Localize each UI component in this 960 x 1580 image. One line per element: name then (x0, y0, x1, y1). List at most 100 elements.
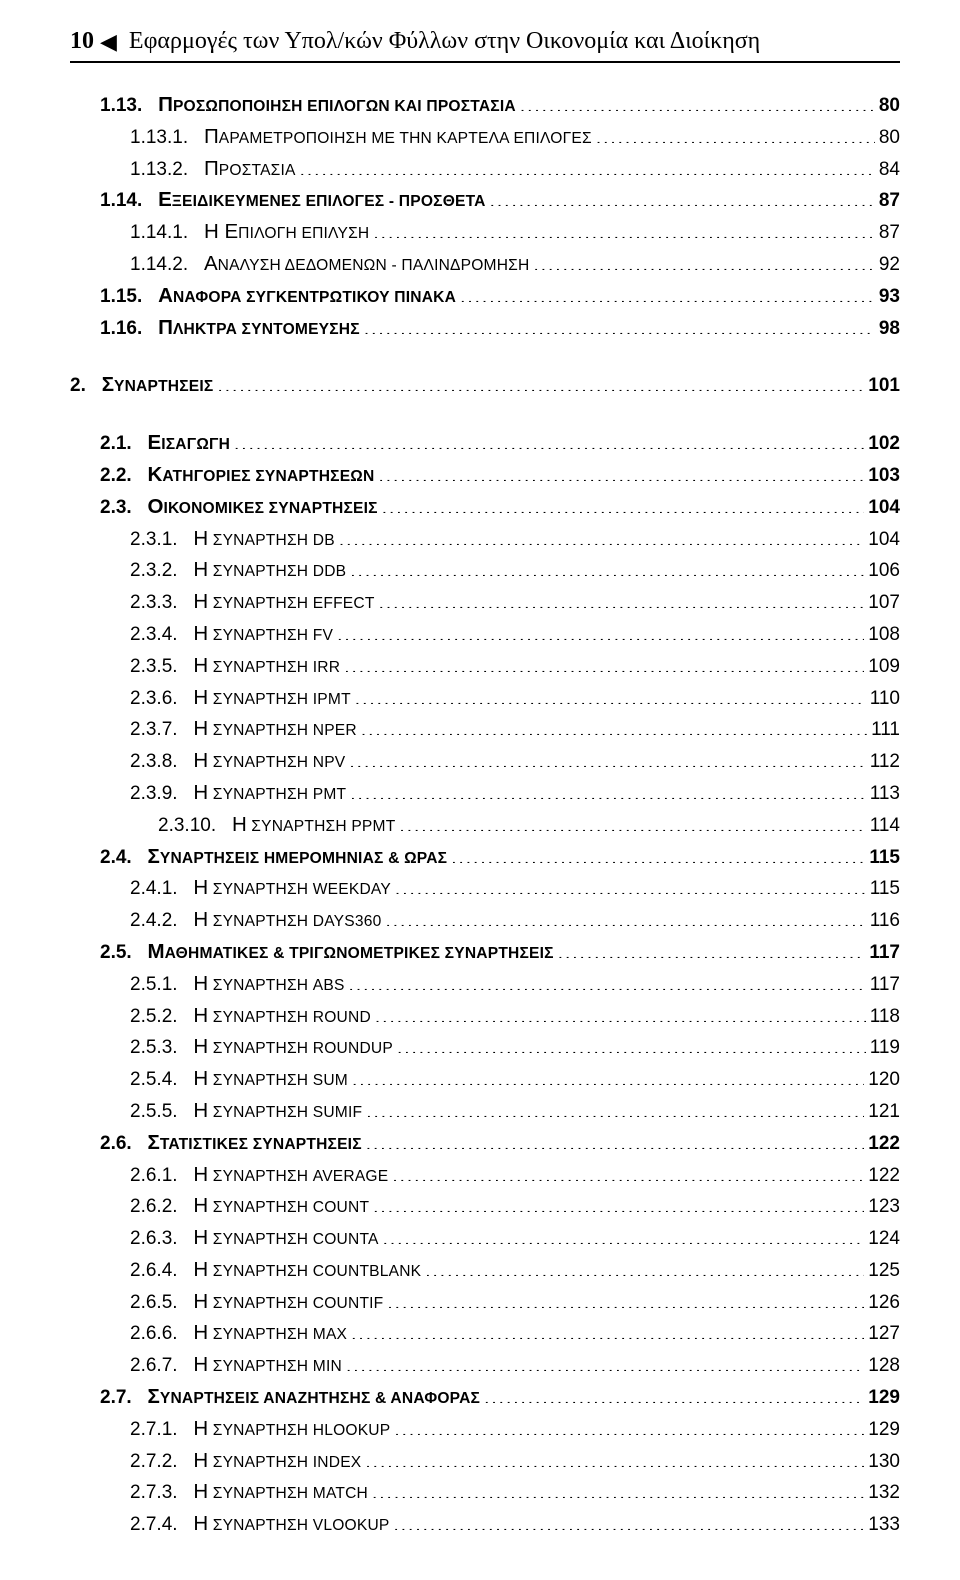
toc-leader-dots (394, 1416, 864, 1435)
toc-entry-number: 2.3.3. (130, 592, 178, 613)
toc-entry-title: ΣΥΝΑΡΤΗΣΗ NPV (208, 754, 345, 771)
toc-entry-title: ΣΥΝΑΡΤΗΣΗ ABS (208, 977, 344, 994)
toc-row: 2.6.2. Η ΣΥΝΑΡΤΗΣΗ COUNT123 (70, 1190, 900, 1222)
toc-entry-page: 110 (870, 684, 900, 713)
toc-entry-page: 98 (879, 314, 900, 343)
toc-leader-dots (337, 621, 864, 640)
toc-entry-initial: Η (193, 1449, 208, 1472)
toc-leader-dots (425, 1257, 864, 1276)
toc-leader-dots (451, 844, 865, 863)
toc-row: 2.5.5. Η ΣΥΝΑΡΤΗΣΗ SUMIF121 (70, 1095, 900, 1127)
toc-entry-initial: Η (193, 972, 208, 995)
toc-entry-initial: Η (193, 908, 208, 931)
toc-entry-page: 119 (870, 1033, 900, 1062)
toc-entry-label: 2.5.5. Η ΣΥΝΑΡΤΗΣΗ SUMIF (130, 1095, 362, 1127)
toc-entry-title: ΣΥΝΑΡΤΗΣΗ COUNTBLANK (208, 1263, 421, 1280)
toc-row: 2.6.3. Η ΣΥΝΑΡΤΗΣΗ COUNTA124 (70, 1222, 900, 1254)
toc-entry-number: 2.7.3. (130, 1482, 178, 1503)
page-header: 10 ◀ Εφαρμογές των Υπολ/κών Φύλλων στην … (70, 28, 900, 55)
toc-entry-label: 2.5.3. Η ΣΥΝΑΡΤΗΣΗ ROUNDUP (130, 1031, 393, 1063)
toc-entry-title: ΣΥΝΑΡΤΗΣΗ DDB (208, 563, 346, 580)
toc-entry-number: 2.3.10. (158, 815, 216, 836)
toc-entry-number: 2.6.6. (130, 1323, 178, 1344)
toc-entry-page: 115 (869, 843, 900, 872)
toc-row: 2.3.8. Η ΣΥΝΑΡΤΗΣΗ NPV112 (70, 745, 900, 777)
toc-entry-number: 2.6.3. (130, 1228, 178, 1249)
toc-entry-label: 2.7.4. Η ΣΥΝΑΡΤΗΣΗ VLOOKUP (130, 1508, 390, 1540)
toc-entry-page: 125 (868, 1256, 900, 1285)
toc-entry-initial: Η (193, 590, 208, 613)
toc-leader-dots (350, 557, 864, 576)
toc-entry-title: ΣΥΝΑΡΤΗΣΗ SUMIF (208, 1104, 362, 1121)
toc-entry-page: 80 (879, 123, 900, 152)
toc-entry-initial: Ε (148, 431, 162, 454)
toc-entry-label: 2.6.5. Η ΣΥΝΑΡΤΗΣΗ COUNTIF (130, 1286, 383, 1318)
toc-entry-page: 80 (879, 91, 900, 120)
toc-entry-page: 107 (868, 588, 900, 617)
toc-row: 2.3.7. Η ΣΥΝΑΡΤΗΣΗ NPER111 (70, 713, 900, 745)
toc-entry-number: 2.6. (100, 1133, 132, 1154)
toc-row: 2.3.9. Η ΣΥΝΑΡΤΗΣΗ PMT113 (70, 777, 900, 809)
toc-entry-number: 1.14. (100, 190, 142, 211)
toc-entry-label: 2.7. ΣΥΝΑΡΤΗΣΕΙΣ ΑΝΑΖΗΤΗΣΗΣ & ΑΝΑΦΟΡΑΣ (100, 1381, 480, 1413)
toc-row: 1.14. ΕΞΕΙΔΙΚΕΥΜΕΝΕΣ ΕΠΙΛΟΓΕΣ - ΠΡΟΣΘΕΤΑ… (70, 184, 900, 216)
toc-entry-title: ΣΥΝΑΡΤΗΣΗ ROUNDUP (208, 1040, 393, 1057)
toc-entry-initial: Η (193, 1035, 208, 1058)
toc-entry-initial: Ε (158, 188, 172, 211)
toc-entry-initial: Η (193, 1480, 208, 1503)
toc-entry-page: 120 (868, 1065, 900, 1094)
toc-entry-page: 127 (868, 1319, 900, 1348)
toc-entry-number: 2.6.1. (130, 1165, 178, 1186)
toc-row: 2.4.1. Η ΣΥΝΑΡΤΗΣΗ WEEKDAY115 (70, 872, 900, 904)
toc-row: 2.5.2. Η ΣΥΝΑΡΤΗΣΗ ROUND118 (70, 1000, 900, 1032)
toc-entry-number: 2.6.5. (130, 1292, 178, 1313)
toc-leader-dots (364, 315, 875, 334)
toc-entry-initial: Κ (148, 463, 163, 486)
toc-entry-title: ΣΥΝΑΡΤΗΣΗ ROUND (208, 1009, 371, 1026)
toc-row: 2.6.7. Η ΣΥΝΑΡΤΗΣΗ MIN128 (70, 1349, 900, 1381)
toc-entry-page: 104 (868, 493, 900, 522)
toc-row: 1.13. ΠΡΟΣΩΠΟΠΟΙΗΣΗ ΕΠΙΛΟΓΩΝ ΚΑΙ ΠΡΟΣΤΑΣ… (70, 89, 900, 121)
toc-entry-initial: Π (204, 125, 219, 148)
toc-entry-title: ΣΥΝΑΡΤΗΣΗ MATCH (208, 1485, 368, 1502)
toc-entry-number: 2.3.1. (130, 529, 178, 550)
toc-entry-label: 2.3.2. Η ΣΥΝΑΡΤΗΣΗ DDB (130, 554, 346, 586)
toc-row: 2.4.2. Η ΣΥΝΑΡΤΗΣΗ DAYS360116 (70, 904, 900, 936)
toc-leader-dots (234, 430, 864, 449)
toc-entry-title: ΣΥΝΑΡΤΗΣΗ PMT (208, 786, 346, 803)
toc-entry-number: 1.14.1. (130, 222, 188, 243)
toc-entry-initial: Η (193, 749, 208, 772)
toc-entry-label: 2.6.7. Η ΣΥΝΑΡΤΗΣΗ MIN (130, 1349, 342, 1381)
toc-entry-initial: Η (193, 1226, 208, 1249)
toc-entry-initial: Π (204, 157, 219, 180)
toc-entry-number: 2.5.5. (130, 1101, 178, 1122)
toc-entry-initial: Σ (148, 1131, 160, 1154)
toc-entry-page: 103 (868, 461, 900, 490)
toc-entry-title: ΣΥΝΑΡΤΗΣΗ PPMT (247, 818, 396, 835)
toc-entry-initial: Η (193, 781, 208, 804)
toc-entry-page: 122 (868, 1129, 900, 1158)
toc-entry-initial: Η (193, 654, 208, 677)
toc-entry-number: 2.2. (100, 465, 132, 486)
toc-entry-number: 2.6.7. (130, 1355, 178, 1376)
toc-row: 2.6.5. Η ΣΥΝΑΡΤΗΣΗ COUNTIF126 (70, 1286, 900, 1318)
toc-entry-page: 84 (879, 155, 900, 184)
toc-leader-dots (361, 716, 867, 735)
toc-entry-label: 2.5.1. Η ΣΥΝΑΡΤΗΣΗ ABS (130, 968, 345, 1000)
toc-entry-number: 2.3. (100, 497, 132, 518)
toc-entry-title: ΣΥΝΑΡΤΗΣΗ FV (208, 627, 333, 644)
toc-entry-initial: Η Ε (204, 220, 238, 243)
toc-row: 2.7.1. Η ΣΥΝΑΡΤΗΣΗ HLOOKUP129 (70, 1413, 900, 1445)
toc-entry-title: ΡΟΣΩΠΟΠΟΙΗΣΗ ΕΠΙΛΟΓΩΝ ΚΑΙ ΠΡΟΣΤΑΣΙΑ (173, 98, 516, 115)
toc-entry-label: 1.16. ΠΛΗΚΤΡΑ ΣΥΝΤΟΜΕΥΣΗΣ (100, 312, 360, 344)
toc-leader-dots (346, 1352, 864, 1371)
toc-entry-page: 116 (870, 906, 900, 935)
toc-row: 2.3.6. Η ΣΥΝΑΡΤΗΣΗ IPMT110 (70, 682, 900, 714)
toc-entry-title: ΥΝΑΡΤΗΣΕΙΣ ΗΜΕΡΟΜΗΝΙΑΣ & ΩΡΑΣ (160, 850, 447, 867)
toc-entry-title: ΥΝΑΡΤΗΣΕΙΣ ΑΝΑΖΗΤΗΣΗΣ & ΑΝΑΦΟΡΑΣ (160, 1390, 480, 1407)
toc-leader-dots (385, 907, 865, 926)
toc-leader-dots (395, 875, 866, 894)
toc-entry-initial: Η (193, 527, 208, 550)
toc-leader-dots (349, 748, 865, 767)
toc-entry-initial: Σ (148, 1385, 160, 1408)
